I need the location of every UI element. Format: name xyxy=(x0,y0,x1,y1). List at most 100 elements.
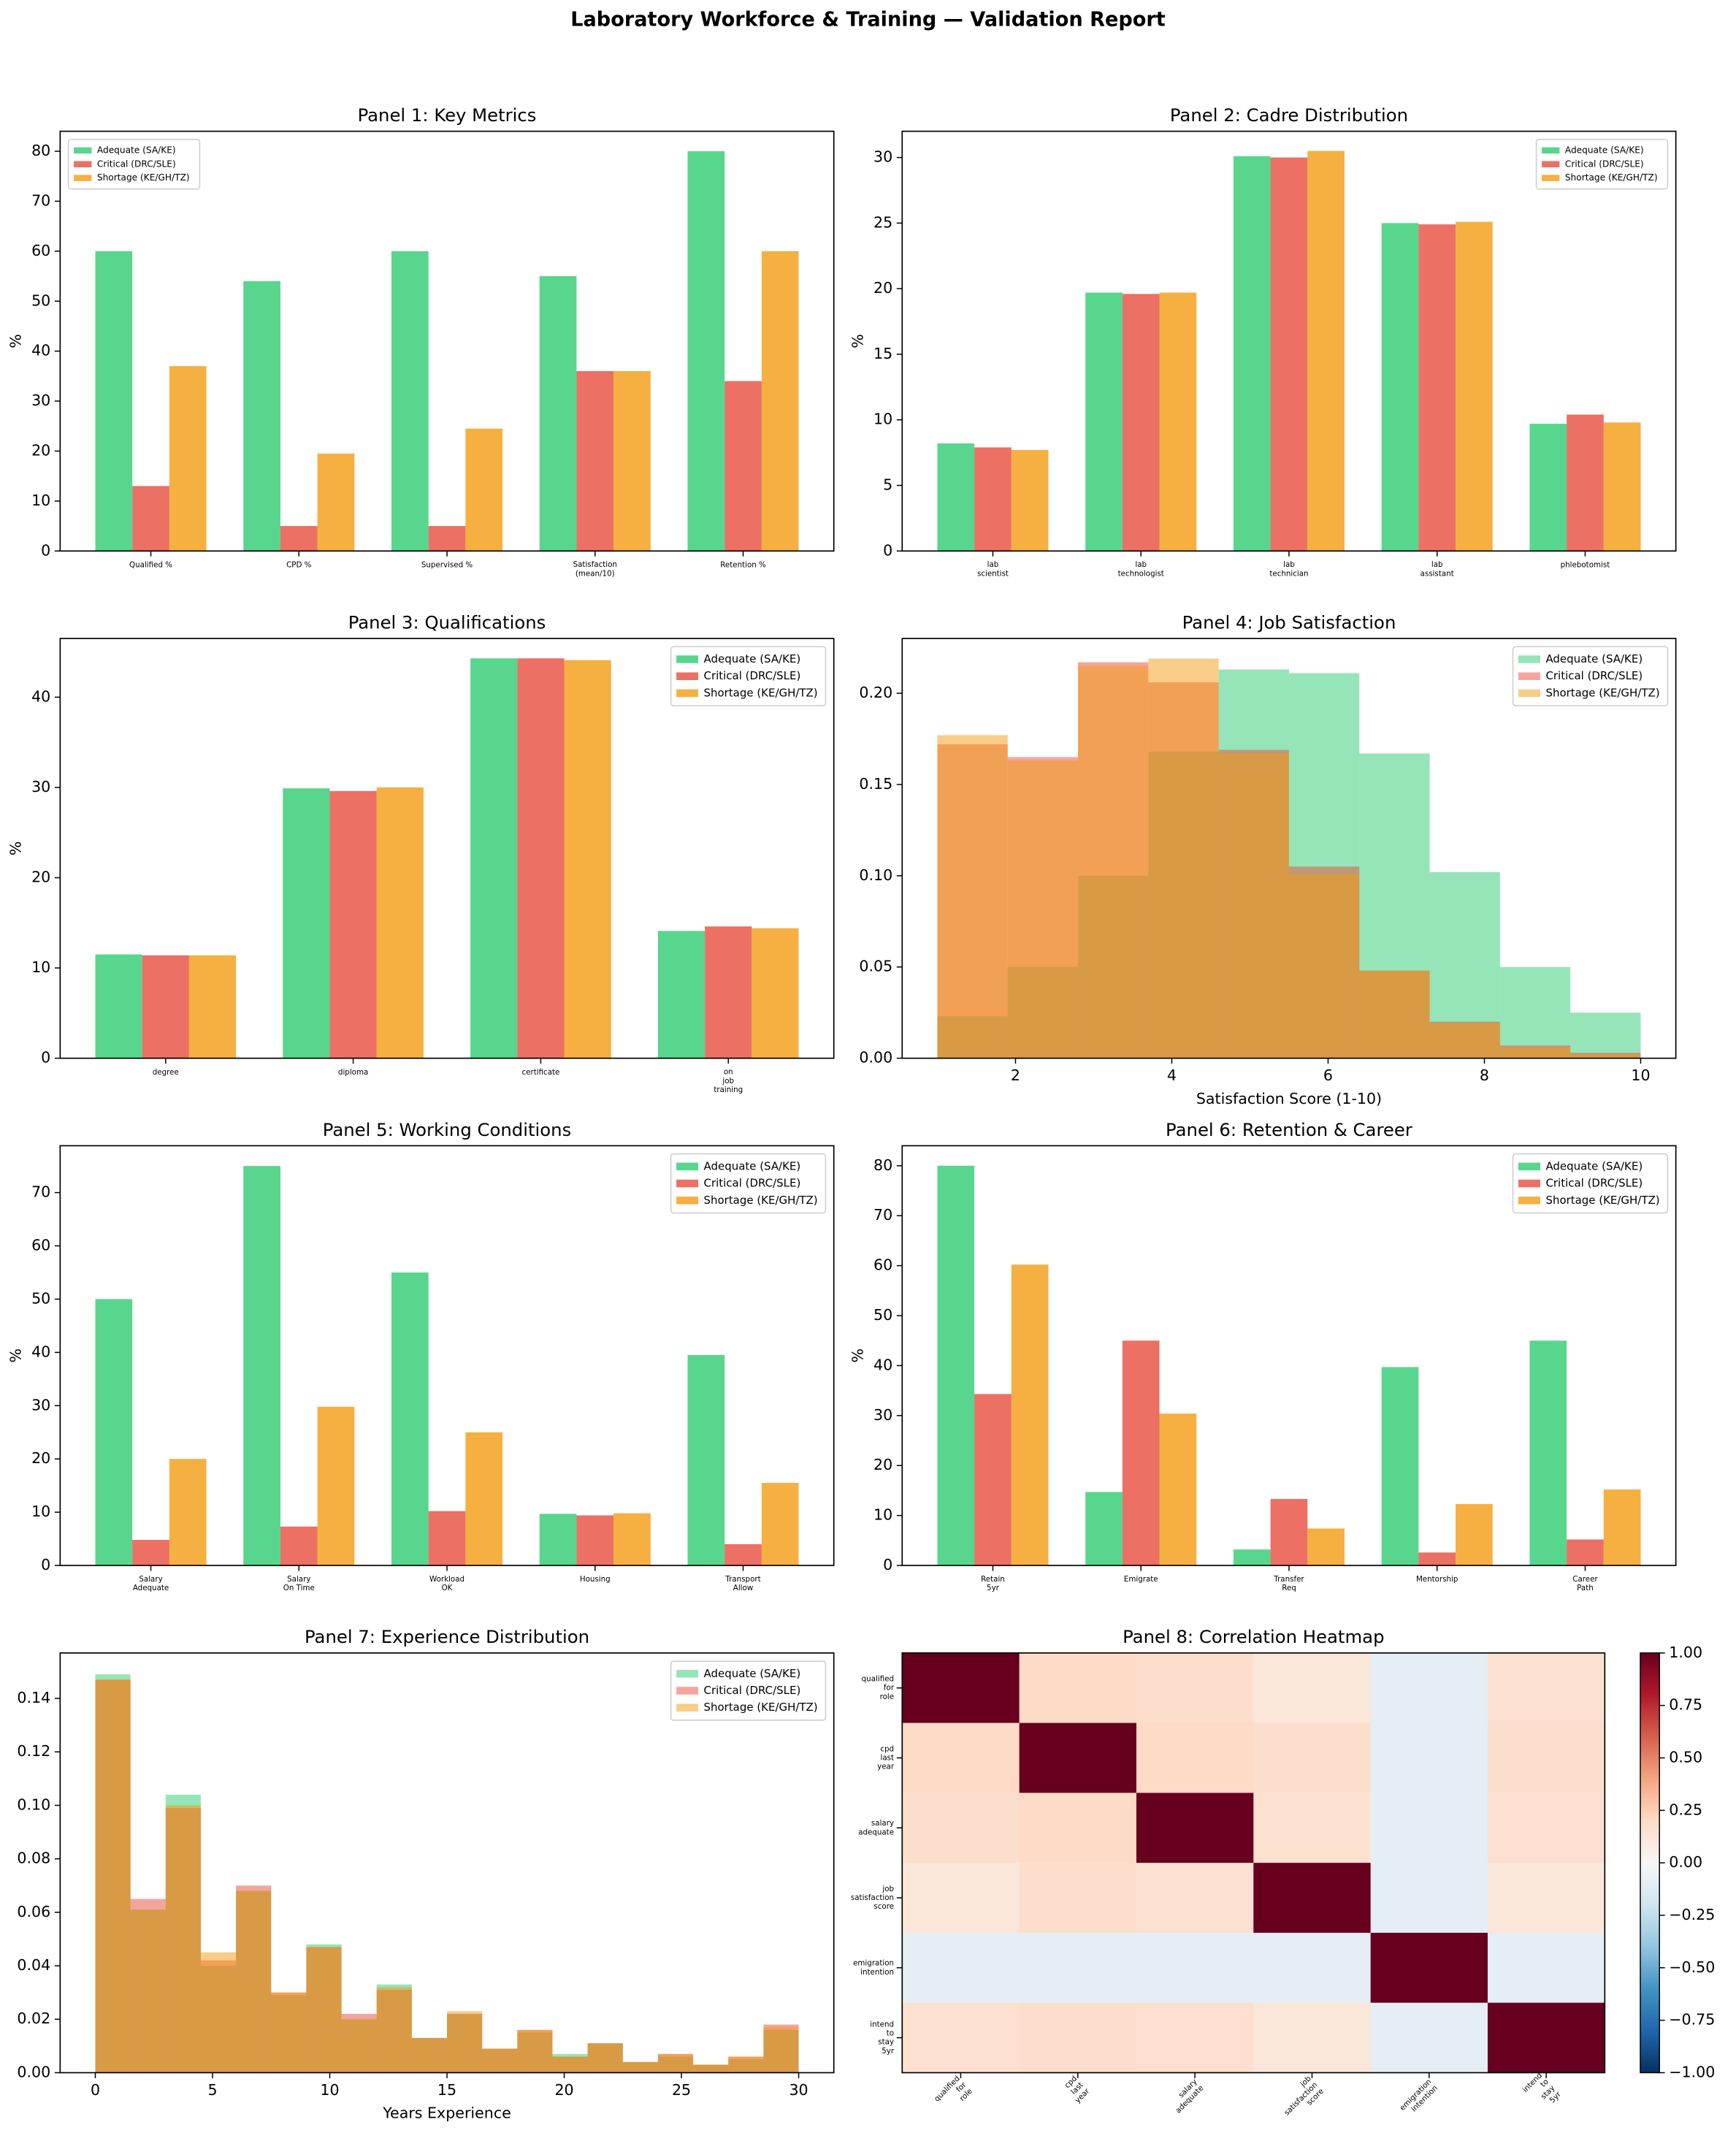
legend-label: Shortage (KE/GH/TZ) xyxy=(704,1701,818,1714)
x-tick-label: Salary Adequate xyxy=(133,1575,169,1592)
bar xyxy=(657,931,706,1058)
colorbar-tick-label: −0.75 xyxy=(1669,2011,1715,2029)
y-tick-label: 0.14 xyxy=(17,1689,50,1706)
legend-label: Adequate (SA/KE) xyxy=(97,145,176,155)
colorbar-tick-label: 1.00 xyxy=(1669,1644,1702,1661)
x-tick-label: on job training xyxy=(714,1068,743,1094)
colorbar-tick-label: 0.50 xyxy=(1669,1748,1702,1766)
legend-label: Adequate (SA/KE) xyxy=(704,1667,801,1680)
y-tick-label: 40 xyxy=(31,687,50,705)
legend-swatch xyxy=(1518,655,1540,663)
bar xyxy=(465,1432,503,1566)
panel-title: Panel 8: Correlation Heatmap xyxy=(1123,1626,1384,1647)
y-tick-label: 0.10 xyxy=(17,1796,50,1813)
legend-swatch xyxy=(676,672,699,680)
axes-frame xyxy=(59,1652,835,2074)
legend-box xyxy=(67,139,201,190)
heatmap-cell xyxy=(1253,1722,1372,1793)
y-tick-label: 0 xyxy=(41,1556,50,1573)
histogram-bar xyxy=(1148,658,1219,1058)
heatmap-cell xyxy=(902,1652,1020,1724)
heatmap-cell xyxy=(1136,1722,1254,1793)
legend-swatch xyxy=(676,1687,699,1695)
x-tick-label: 15 xyxy=(437,2081,456,2099)
histogram-bar xyxy=(482,2048,518,2073)
x-tick-label: 10 xyxy=(320,2081,339,2099)
bar xyxy=(1456,1503,1493,1566)
bar xyxy=(1270,157,1308,552)
bar xyxy=(1122,294,1160,552)
heatmap-cell xyxy=(1253,1652,1372,1724)
bar xyxy=(1603,1489,1641,1566)
x-tick-label: Qualified % xyxy=(129,560,172,569)
histogram-bar xyxy=(376,1987,412,2073)
y-axis-label: % xyxy=(7,1348,24,1363)
legend-label: Shortage (KE/GH/TZ) xyxy=(704,1194,818,1207)
legend-label: Adequate (SA/KE) xyxy=(704,1159,801,1172)
y-tick-label: 20 xyxy=(873,1456,892,1473)
histogram-bar xyxy=(447,2011,483,2073)
legend-swatch xyxy=(1542,161,1560,168)
legend-label: Shortage (KE/GH/TZ) xyxy=(1565,172,1658,183)
bar xyxy=(761,251,799,552)
legend-swatch xyxy=(676,1162,699,1171)
bar xyxy=(1418,1552,1456,1566)
x-tick-label: Salary On Time xyxy=(283,1575,315,1592)
histogram-bar xyxy=(200,1952,237,2073)
bar xyxy=(1529,424,1567,552)
panel-title: Panel 7: Experience Distribution xyxy=(305,1626,589,1647)
histogram-bar xyxy=(937,735,1008,1058)
heatmap-cell xyxy=(1019,1863,1137,1934)
bar xyxy=(280,1526,318,1566)
axes-frame xyxy=(59,130,835,552)
histogram-bar xyxy=(622,2061,658,2073)
panel-title: Panel 1: Key Metrics xyxy=(358,104,537,126)
bar xyxy=(1159,1413,1197,1566)
bar xyxy=(937,443,975,552)
legend-swatch xyxy=(1542,175,1560,181)
legend-swatch xyxy=(1542,147,1560,154)
bar xyxy=(95,251,133,552)
legend-label: Critical (DRC/SLE) xyxy=(1565,159,1644,169)
heatmap-cell xyxy=(1370,1652,1488,1724)
bar xyxy=(613,371,651,552)
legend-swatch xyxy=(1518,689,1540,698)
y-tick-label: 20 xyxy=(31,441,50,459)
y-tick-label: 20 xyxy=(31,869,50,886)
bar xyxy=(937,1165,975,1566)
bar xyxy=(724,381,762,552)
heatmap-cell xyxy=(1136,1793,1254,1863)
bar xyxy=(564,660,611,1058)
bar xyxy=(687,151,725,552)
y-tick-label: 60 xyxy=(31,242,50,259)
x-tick-label: 10 xyxy=(1631,1067,1650,1084)
heatmap-cell xyxy=(1136,2002,1254,2073)
heatmap-cell xyxy=(1487,1793,1605,1863)
histogram-bar xyxy=(763,2027,799,2073)
y-tick-label: 0 xyxy=(883,541,892,559)
y-tick-label: 60 xyxy=(31,1237,50,1254)
heatmap-cell xyxy=(1487,1863,1605,1934)
bar xyxy=(428,1511,466,1566)
x-tick-label: degree xyxy=(153,1068,179,1077)
bar xyxy=(169,366,207,552)
x-axis-label: Satisfaction Score (1-10) xyxy=(1196,1090,1382,1107)
x-tick-label: 5 xyxy=(207,2081,217,2099)
histogram-bar xyxy=(236,1890,272,2073)
y-tick-label: 0.08 xyxy=(17,1850,50,1867)
bar xyxy=(376,787,424,1058)
heatmap-cell xyxy=(902,1793,1020,1863)
y-tick-label: 70 xyxy=(873,1206,892,1224)
y-tick-label: 70 xyxy=(31,191,50,209)
bar xyxy=(1233,156,1271,552)
bar xyxy=(1381,223,1419,552)
y-tick-label: 0 xyxy=(41,541,50,559)
bar xyxy=(132,1540,169,1566)
bar xyxy=(1085,292,1123,552)
x-tick-label: lab assistant xyxy=(1420,560,1454,578)
legend-swatch xyxy=(1518,1197,1540,1205)
axes-frame xyxy=(901,638,1677,1059)
bar xyxy=(576,371,614,552)
bar xyxy=(974,447,1012,552)
